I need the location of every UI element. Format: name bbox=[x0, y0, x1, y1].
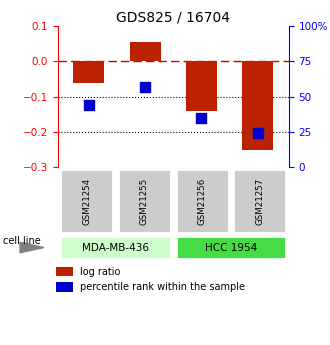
Polygon shape bbox=[20, 243, 44, 253]
Text: GSM21256: GSM21256 bbox=[198, 177, 207, 225]
Text: percentile rank within the sample: percentile rank within the sample bbox=[80, 282, 245, 292]
Point bbox=[199, 115, 204, 121]
Bar bbox=[56, 282, 73, 292]
FancyBboxPatch shape bbox=[60, 169, 113, 233]
FancyBboxPatch shape bbox=[233, 169, 286, 233]
Bar bbox=[56, 267, 73, 276]
Point bbox=[143, 84, 148, 89]
Point bbox=[255, 131, 260, 136]
Text: GSM21257: GSM21257 bbox=[255, 177, 264, 225]
Text: MDA-MB-436: MDA-MB-436 bbox=[82, 243, 149, 253]
Bar bbox=[73, 61, 104, 83]
Bar bbox=[242, 61, 273, 150]
Text: log ratio: log ratio bbox=[80, 267, 120, 276]
Point bbox=[86, 102, 91, 108]
Text: HCC 1954: HCC 1954 bbox=[205, 243, 257, 253]
FancyBboxPatch shape bbox=[176, 236, 286, 259]
Text: GSM21254: GSM21254 bbox=[82, 177, 91, 225]
Title: GDS825 / 16704: GDS825 / 16704 bbox=[116, 11, 230, 25]
Bar bbox=[186, 61, 217, 111]
Text: GSM21255: GSM21255 bbox=[140, 177, 149, 225]
FancyBboxPatch shape bbox=[176, 169, 229, 233]
FancyBboxPatch shape bbox=[118, 169, 171, 233]
FancyBboxPatch shape bbox=[60, 236, 171, 259]
Text: cell line: cell line bbox=[3, 236, 41, 246]
Bar bbox=[130, 42, 161, 61]
